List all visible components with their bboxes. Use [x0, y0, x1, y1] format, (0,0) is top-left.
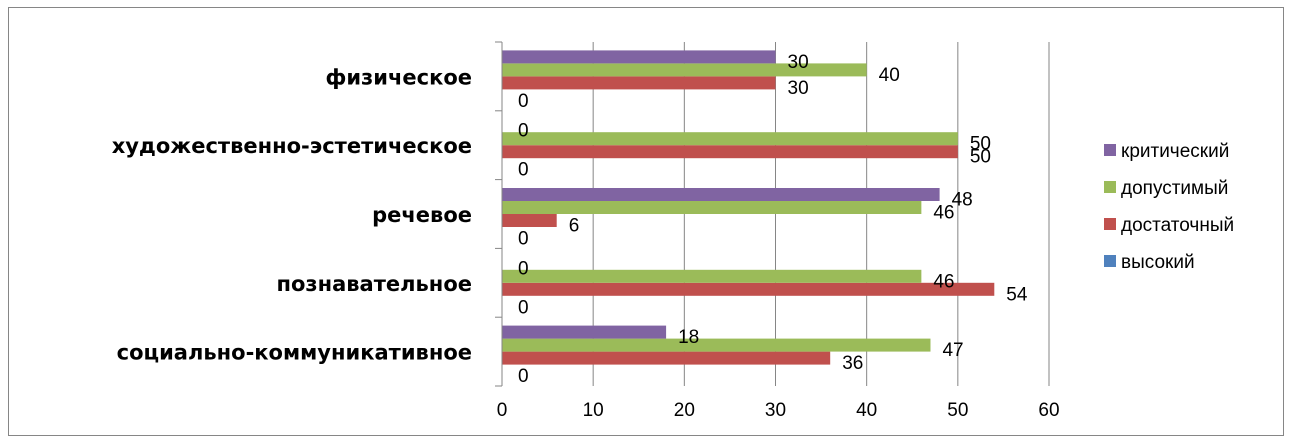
legend-swatch-допустимый [1104, 181, 1116, 193]
category-label-познавательное: познавательное [276, 272, 472, 296]
x-tick-label-50: 50 [947, 400, 968, 421]
data-label-достаточный-2: 6 [569, 216, 580, 237]
data-label-достаточный-3: 50 [970, 147, 991, 168]
legend-label-достаточный: достаточный [1121, 215, 1234, 236]
data-label-критический-2: 48 [952, 190, 973, 211]
legend-swatch-высокий [1104, 255, 1116, 267]
bar-критический-0 [502, 325, 667, 339]
legend-label-критический: критический [1121, 141, 1229, 162]
data-label-допустимый-4: 40 [879, 65, 900, 86]
legend-label-высокий: высокий [1121, 252, 1195, 273]
data-label-высокий-3: 0 [518, 160, 529, 181]
bar-допустимый-2 [502, 201, 922, 214]
bar-достаточный-0 [502, 351, 831, 365]
data-label-критический-3: 0 [518, 121, 529, 142]
legend-swatch-критический [1104, 144, 1116, 156]
legend: критический допустимый достаточный высокий [1104, 141, 1234, 273]
axis: 0 10 20 30 40 50 60социально-коммуникативноепо… [112, 41, 1060, 421]
data-label-допустимый-3: 50 [970, 134, 991, 155]
x-tick-label-30: 30 [765, 400, 786, 421]
bar-критический-4 [502, 50, 776, 64]
legend-label-допустимый: допустимый [1121, 178, 1228, 199]
data-label-высокий-0: 0 [518, 366, 529, 387]
data-label-высокий-2: 0 [518, 229, 529, 250]
data-label-высокий-1: 0 [518, 297, 529, 318]
category-label-физическое: физическое [326, 65, 473, 89]
bar-достаточный-2 [502, 214, 557, 227]
data-label-достаточный-1: 54 [1006, 284, 1028, 305]
bar-достаточный-4 [502, 76, 776, 90]
bar-критический-2 [502, 188, 940, 201]
category-label-социально-коммуникативное: социально-коммуникативное [117, 341, 472, 365]
data-label-допустимый-1: 46 [933, 271, 954, 292]
x-tick-label-60: 60 [1038, 400, 1059, 421]
bar-допустимый-0 [502, 338, 931, 352]
data-label-высокий-4: 0 [518, 91, 529, 112]
bar-допустимый-1 [502, 269, 922, 283]
bar-допустимый-3 [502, 132, 958, 146]
bar-достаточный-3 [502, 145, 958, 159]
category-label-речевое: речевое [372, 203, 472, 227]
data-label-допустимый-0: 47 [942, 340, 963, 361]
x-tick-label-0: 0 [497, 400, 508, 421]
bar-допустимый-4 [502, 63, 867, 77]
data-label-достаточный-4: 30 [788, 78, 809, 99]
data-label-критический-4: 30 [788, 52, 809, 73]
data-label-допустимый-2: 46 [933, 203, 954, 224]
data-label-критический-0: 18 [678, 327, 699, 348]
data-label-достаточный-0: 36 [842, 353, 863, 374]
x-tick-label-20: 20 [674, 400, 695, 421]
x-tick-label-40: 40 [856, 400, 877, 421]
category-label-художественно-эстетическое: художественно-эстетическое [112, 134, 472, 158]
chart-area [8, 7, 1284, 436]
data-label-критический-1: 0 [518, 258, 529, 279]
x-tick-label-10: 10 [583, 400, 604, 421]
legend-swatch-достаточный [1104, 218, 1116, 230]
bar-достаточный-1 [502, 282, 995, 296]
bars [502, 50, 995, 365]
